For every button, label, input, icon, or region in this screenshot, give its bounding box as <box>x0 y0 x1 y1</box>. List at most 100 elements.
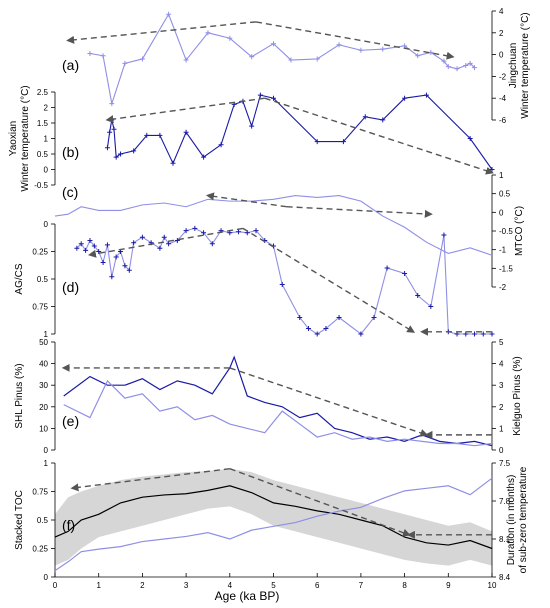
y-tick-label-f: 0.75 <box>32 488 48 497</box>
band-f <box>55 468 492 566</box>
y-axis-title-a: Winter temperature (°C) <box>520 12 531 118</box>
x-tick-label: 4 <box>228 581 233 590</box>
panel-c: 1 0.5 0 -0.5 -1 -1.5 -2 MTCO (°C) (c) <box>54 171 525 292</box>
point-a <box>109 101 115 107</box>
point-b <box>402 95 408 101</box>
y-tick-label-f: 1 <box>44 459 49 468</box>
point-b <box>183 129 189 135</box>
y2-tick-label-f: 7.5 <box>499 459 511 468</box>
point-b <box>111 126 117 132</box>
point-b <box>467 136 473 141</box>
y-axis-title-d: AG/CS <box>14 263 25 294</box>
point-d <box>126 267 132 273</box>
y-axis-title-e: SHL Pinus (%) <box>14 363 25 428</box>
series-b-0 <box>106 94 493 170</box>
point-d <box>463 331 469 337</box>
point-a <box>454 66 460 72</box>
point-d <box>78 241 84 247</box>
series-d-0 <box>76 227 492 335</box>
y2-tick-label-e: 3 <box>499 381 504 390</box>
point-d <box>91 243 97 249</box>
y2-tick-label-e: 0 <box>499 446 504 455</box>
y-tick-label-e: 10 <box>39 424 48 433</box>
point-d <box>161 234 167 240</box>
point-a <box>166 11 172 17</box>
point-d <box>201 230 207 236</box>
y-tick-label-d: 0.75 <box>32 303 48 312</box>
point-d <box>131 240 137 246</box>
panel-label-b: (b) <box>62 144 79 160</box>
trend-arrow-a <box>66 21 257 44</box>
point-d <box>192 225 198 231</box>
point-d <box>415 293 421 298</box>
point-d <box>384 265 390 271</box>
point-d <box>83 247 89 253</box>
point-a <box>358 47 364 53</box>
point-a <box>314 56 320 62</box>
x-tick-label: 3 <box>184 581 189 590</box>
point-d <box>174 238 180 243</box>
point-a <box>467 60 473 66</box>
point-d <box>113 254 119 260</box>
y-tick-label-a: 0 <box>499 51 504 60</box>
point-b <box>131 148 137 154</box>
trend-arrow-c <box>286 206 433 218</box>
point-a <box>288 57 294 63</box>
point-b <box>271 95 276 101</box>
point-d <box>297 315 303 320</box>
point-b <box>314 139 320 145</box>
y-tick-label-e: 30 <box>39 381 48 390</box>
point-b <box>157 132 163 138</box>
y-axis-title-b: Yaoxian <box>8 121 19 156</box>
y2-tick-label-f: 7.8 <box>499 497 511 506</box>
trend-arrow-f <box>70 468 230 492</box>
y2-tick-label-e: 5 <box>499 338 504 347</box>
y-tick-label-a: -4 <box>499 94 507 103</box>
y-tick-label-b: 1.5 <box>37 119 49 128</box>
y-tick-label-e: 50 <box>39 338 48 347</box>
point-a <box>445 64 451 70</box>
point-a <box>415 53 421 59</box>
panel-f: 1 0.75 0.5 0.25 0 7.5 7.8 8.1 8.4 Stacked TOC Dura… <box>14 459 529 582</box>
point-a <box>463 63 469 68</box>
point-d <box>358 331 364 337</box>
point-b <box>218 142 224 148</box>
y-tick-label-c: 1 <box>499 171 504 180</box>
series-c-0 <box>54 194 493 256</box>
trend-arrow-d <box>242 227 416 333</box>
series-e-0 <box>63 355 493 447</box>
y-tick-label-e: 40 <box>39 360 48 369</box>
y-tick-label-b: 2 <box>44 104 49 113</box>
y2-axis-title-f: Duration (in months) <box>506 475 517 566</box>
x-tick-label: 0 <box>53 581 58 590</box>
point-a <box>139 56 145 62</box>
y-tick-label-d: 0 <box>44 220 49 229</box>
y-tick-label-f: 0.5 <box>37 516 49 525</box>
point-d <box>336 315 342 320</box>
point-d <box>428 304 434 309</box>
trend-arrow-e <box>229 367 429 437</box>
point-a <box>472 65 478 71</box>
point-b <box>144 132 150 138</box>
point-a <box>441 58 447 64</box>
y-tick-label-c: -1 <box>499 246 507 255</box>
point-b <box>249 123 255 129</box>
y2-tick-label-e: 1 <box>499 424 504 433</box>
panel-a: 4 2 0 -2 -4 -6 Jingchuan Winter temperature (°C… <box>62 7 531 125</box>
point-d <box>323 326 329 331</box>
y2-tick-label-e: 4 <box>499 360 504 369</box>
point-d <box>314 331 320 337</box>
point-b <box>107 129 113 135</box>
y-tick-label-c: -1.5 <box>499 264 513 273</box>
point-b <box>170 160 176 166</box>
x-tick-label: 2 <box>140 581 145 590</box>
point-d <box>480 331 486 337</box>
x-axis-label: Age (ka BP) <box>215 589 280 603</box>
y2-axis-title-e: Kielguo Pinus (%) <box>512 356 523 435</box>
point-b <box>380 117 386 123</box>
y-axis-title-a: Jingchuan <box>508 43 519 89</box>
y-tick-label-a: -6 <box>499 116 507 125</box>
